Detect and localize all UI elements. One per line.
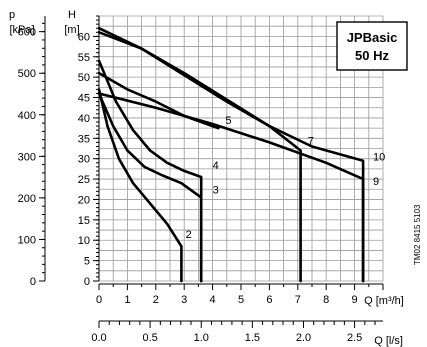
curve-label-2: 2 [186,229,192,241]
y2-tick-label: 300 [18,151,36,163]
legend-subtitle: 50 Hz [355,48,389,63]
curve-7 [97,30,302,283]
y2-tick-label: 500 [18,68,36,80]
y-tick-label: 0 [84,276,90,288]
document-code: TM02 8415 5103 [413,204,422,265]
curve-label-10: 10 [373,152,385,164]
y-tick-label: 50 [78,72,90,84]
y-tick-label: 40 [78,113,90,125]
y-tick-label: 5 [84,256,90,268]
x-tick-label: 3 [181,294,187,306]
curve-3 [97,92,203,283]
x-tick-label: 5 [238,294,244,306]
x-tick-label: 0 [96,294,102,306]
x-tick-label: 1 [124,294,130,306]
y2-axis-unit: [kPa] [9,24,34,36]
y-tick-label: 15 [78,215,90,227]
y-tick-label: 20 [78,194,90,206]
curve-label-4: 4 [213,160,219,172]
y2-tick-label: 100 [18,234,36,246]
y2-tick-label: 400 [18,110,36,122]
labels: 0510152025303540455055600100200300400500… [18,27,386,344]
x2-tick-label: 1.0 [194,332,209,344]
y2-axis-label: p [9,9,15,21]
x2-tick-label: 1.5 [245,332,260,344]
y-tick-label: 35 [78,133,90,145]
y-tick-label: 55 [78,52,90,64]
x-tick-label: 9 [352,294,358,306]
x2-tick-label: 0.5 [142,332,157,344]
curve-10 [97,26,365,283]
x2-tick-label: 2.0 [296,332,311,344]
curves [97,26,365,283]
curve-label-7: 7 [308,135,314,147]
x-tick-label: 8 [323,294,329,306]
legend-box: JPBasic 50 Hz [336,21,408,71]
x-tick-label: 7 [295,294,301,306]
x2-tick-label: 0.0 [91,332,106,344]
curve-label-5: 5 [225,115,231,127]
x2-axis-label: Q [l/s] [374,335,403,347]
y2-tick-label: 0 [30,276,36,288]
x-tick-label: 4 [210,294,216,306]
legend-title: JPBasic [347,30,398,45]
y-tick-label: 30 [78,154,90,166]
x2-tick-label: 2.5 [347,332,362,344]
x-tick-label: 6 [266,294,272,306]
y-tick-label: 45 [78,93,90,105]
axes [39,15,384,328]
curve-label-3: 3 [213,184,219,196]
curve-label-9: 9 [373,176,379,188]
curve-2 [97,88,183,283]
curve-4 [97,59,203,283]
y2-tick-label: 600 [18,27,36,39]
y2-tick-label: 200 [18,193,36,205]
x-tick-label: 2 [153,294,159,306]
y-tick-label: 10 [78,235,90,247]
curve-5 [97,71,220,130]
y-axis-unit: [m] [64,24,79,36]
y-axis-label: H [68,9,76,21]
y-tick-label: 60 [78,31,90,43]
x-axis-label: Q [m³/h] [364,295,404,307]
y-tick-label: 25 [78,174,90,186]
grid [98,15,384,282]
